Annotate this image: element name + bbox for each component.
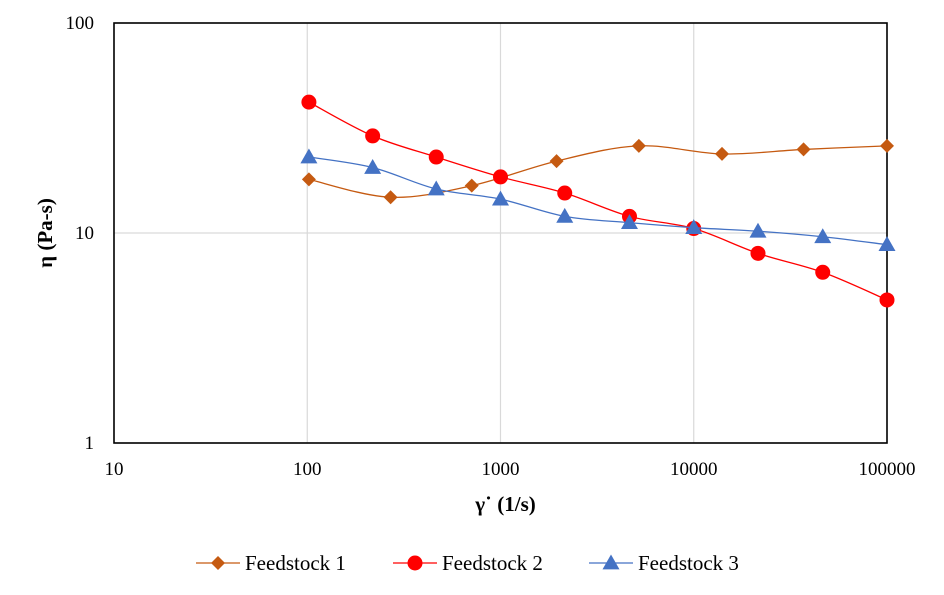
- triangle-marker: [878, 236, 896, 252]
- legend-item: Feedstock 2: [393, 551, 543, 575]
- plot-area-border: [113, 22, 888, 444]
- y-tick-label: 1: [85, 433, 95, 454]
- triangle-marker: [300, 148, 318, 164]
- series-line: [308, 156, 888, 246]
- circle-marker: [750, 245, 766, 261]
- circle-marker: [493, 169, 508, 185]
- legend-label: Feedstock 2: [442, 551, 543, 575]
- x-tick-label: 10000: [670, 459, 718, 480]
- legend-diamond-marker: [211, 556, 225, 570]
- triangle-marker: [556, 207, 574, 223]
- legend: Feedstock 1 Feedstock 2 Feedstock 3: [196, 551, 739, 575]
- legend-circle-marker: [407, 555, 423, 571]
- legend-item: Feedstock 3: [589, 551, 739, 575]
- y-tick-label: 100: [66, 13, 95, 34]
- diamond-marker: [631, 138, 646, 153]
- triangle-marker: [364, 159, 382, 174]
- x-tick-label: 1000: [482, 459, 520, 480]
- diamond-marker: [880, 138, 894, 153]
- triangle-marker: [620, 214, 638, 230]
- circle-marker: [428, 149, 444, 165]
- triangle-marker: [749, 222, 767, 238]
- x-tick-label: 10: [105, 459, 124, 480]
- circle-marker: [301, 94, 317, 110]
- series-line: [308, 101, 888, 301]
- circle-marker: [557, 185, 573, 201]
- legend-label: Feedstock 1: [245, 551, 346, 575]
- series-group: [300, 94, 896, 308]
- series-line: [308, 145, 888, 198]
- circle-marker: [815, 264, 831, 280]
- legend-triangle-marker: [602, 554, 620, 570]
- diamond-marker: [301, 172, 316, 187]
- legend-item: Feedstock 1: [196, 551, 346, 575]
- triangle-marker: [492, 190, 509, 206]
- diamond-marker: [464, 178, 479, 193]
- triangle-marker: [685, 219, 703, 235]
- diamond-marker: [383, 190, 398, 205]
- y-axis-tick-labels: 1 10 100: [66, 13, 95, 454]
- x-tick-label: 100000: [859, 459, 916, 480]
- triangle-marker: [427, 180, 445, 196]
- triangle-marker: [814, 228, 832, 244]
- diamond-marker: [714, 146, 729, 161]
- diamond-marker: [796, 142, 811, 157]
- circle-marker: [365, 128, 381, 144]
- series-3: [300, 148, 896, 252]
- diamond-marker: [549, 154, 564, 169]
- series-1: [301, 138, 894, 205]
- legend-label: Feedstock 3: [638, 551, 739, 575]
- x-axis-tick-labels: 10 100 1000 10000 100000: [105, 459, 916, 480]
- y-tick-label: 10: [75, 223, 94, 244]
- x-axis-title: γ˙ (1/s): [474, 492, 536, 516]
- circle-marker: [879, 292, 895, 308]
- y-axis-title: η (Pa-s): [33, 198, 57, 268]
- x-tick-label: 100: [293, 459, 322, 480]
